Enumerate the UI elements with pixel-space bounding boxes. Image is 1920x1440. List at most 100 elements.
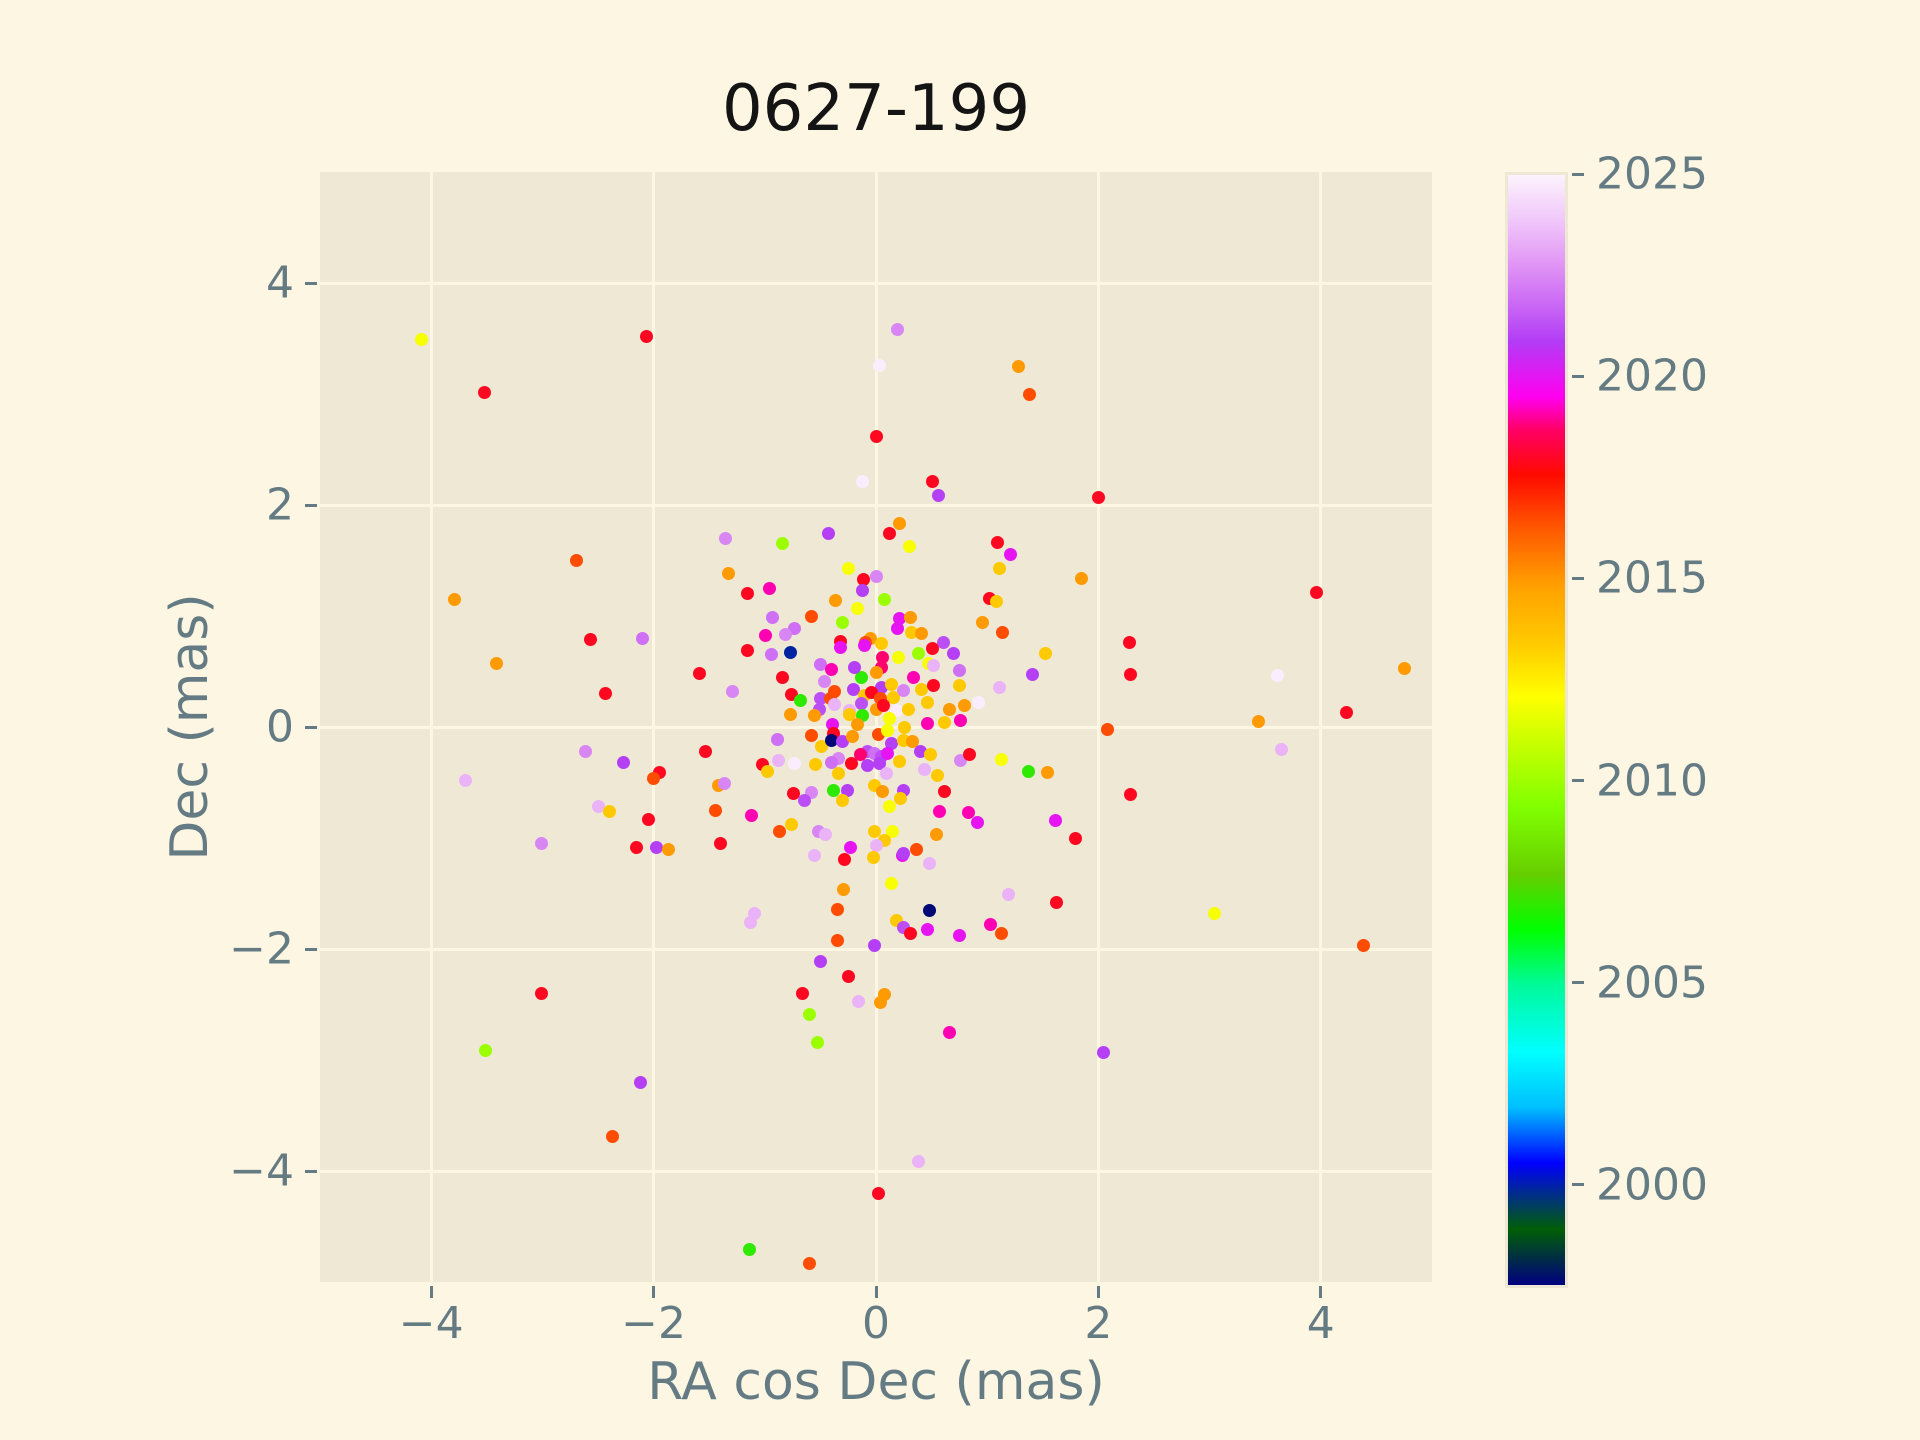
scatter-point (892, 517, 906, 531)
scatter-point (918, 762, 932, 776)
x-tick-mark (1319, 1286, 1323, 1298)
colorbar (1505, 172, 1568, 1288)
scatter-point (762, 581, 776, 595)
colorbar-tick-mark (1572, 576, 1584, 580)
scatter-point (990, 536, 1004, 550)
y-tick-label: 4 (266, 257, 294, 309)
scatter-point (570, 554, 584, 567)
scatter-point (772, 824, 786, 838)
scatter-point (942, 1025, 956, 1039)
y-tick-mark (305, 281, 317, 285)
scatter-point (809, 758, 823, 772)
scatter-point (650, 841, 664, 855)
scatter-point (742, 1243, 756, 1257)
scatter-point (879, 767, 893, 781)
scatter-point (845, 757, 859, 771)
scatter-point (810, 1035, 824, 1049)
scatter-point (882, 527, 896, 541)
scatter-point (840, 783, 854, 797)
scatter-point (1124, 668, 1138, 682)
scatter-point (759, 629, 773, 643)
scatter-point (836, 734, 850, 748)
scatter-point (911, 647, 925, 661)
scatter-point (602, 804, 616, 818)
y-tick-mark (305, 947, 317, 951)
scatter-point (938, 784, 952, 798)
scatter-point (872, 358, 886, 372)
scatter-point (992, 561, 1006, 575)
scatter-point (836, 793, 850, 807)
scatter-point (869, 839, 883, 853)
scatter-point (857, 572, 871, 586)
scatter-point (1026, 668, 1040, 682)
x-tick-mark (429, 1286, 433, 1298)
y-axis-label: Dec (mas) (160, 593, 220, 861)
scatter-point (796, 986, 810, 1000)
x-tick-mark (1096, 1286, 1100, 1298)
scatter-point (831, 767, 845, 781)
scatter-point (938, 716, 952, 730)
scatter-point (992, 680, 1006, 694)
scatter-point (490, 657, 504, 671)
colorbar-tick-label: 2015 (1596, 552, 1708, 604)
x-axis-label: RA cos Dec (mas) (647, 1352, 1105, 1412)
scatter-point (855, 697, 869, 711)
scatter-point (922, 857, 936, 871)
y-tick-mark (305, 503, 317, 507)
scatter-point (958, 699, 972, 713)
scatter-point (976, 616, 990, 630)
scatter-point (871, 1186, 885, 1200)
scatter-point (1275, 742, 1289, 756)
scatter-point (821, 527, 835, 541)
colorbar-tick-label: 2010 (1596, 755, 1708, 807)
colorbar-tick-label: 2005 (1596, 957, 1708, 1009)
scatter-point (882, 800, 896, 814)
scatter-point (808, 849, 822, 863)
scatter-point (952, 663, 966, 677)
scatter-point (837, 882, 851, 896)
scatter-point (876, 784, 890, 798)
scatter-point (743, 915, 757, 929)
chart-title: 0627-199 (721, 72, 1031, 146)
scatter-point (1097, 1045, 1111, 1059)
gridline-horizontal (320, 281, 1432, 285)
scatter-point (897, 847, 911, 861)
colorbar-tick-mark (1572, 779, 1584, 783)
scatter-point (995, 926, 1009, 940)
gridline-horizontal (320, 725, 1432, 729)
scatter-point (885, 877, 899, 890)
scatter-point (927, 679, 941, 693)
scatter-point (907, 670, 921, 684)
scatter-point (876, 650, 890, 664)
scatter-point (709, 803, 723, 817)
scatter-point (911, 1154, 925, 1168)
scatter-point (718, 777, 732, 791)
scatter-point (1011, 359, 1025, 373)
colorbar-tick-mark (1572, 374, 1584, 378)
scatter-point (842, 708, 856, 722)
scatter-point (929, 828, 943, 842)
scatter-point (923, 748, 937, 762)
scatter-point (995, 752, 1009, 766)
scatter-point (850, 718, 864, 732)
scatter-point (788, 757, 802, 771)
scatter-point (856, 583, 870, 597)
scatter-point (640, 329, 654, 343)
scatter-point (776, 537, 790, 551)
scatter-point (962, 748, 976, 762)
scatter-point (858, 639, 872, 653)
scatter-point (915, 682, 929, 696)
scatter-point (459, 773, 473, 787)
scatter-point (713, 837, 727, 851)
scatter-point (805, 729, 818, 743)
scatter-point (836, 616, 850, 630)
scatter-point (813, 658, 827, 672)
scatter-point (932, 804, 946, 818)
scatter-point (848, 660, 862, 674)
scatter-point (886, 824, 900, 838)
scatter-point (1021, 764, 1035, 778)
scatter-point (984, 918, 998, 932)
scatter-point (828, 698, 842, 712)
y-tick-label: 2 (266, 479, 294, 531)
colorbar-tick-mark (1572, 981, 1584, 985)
